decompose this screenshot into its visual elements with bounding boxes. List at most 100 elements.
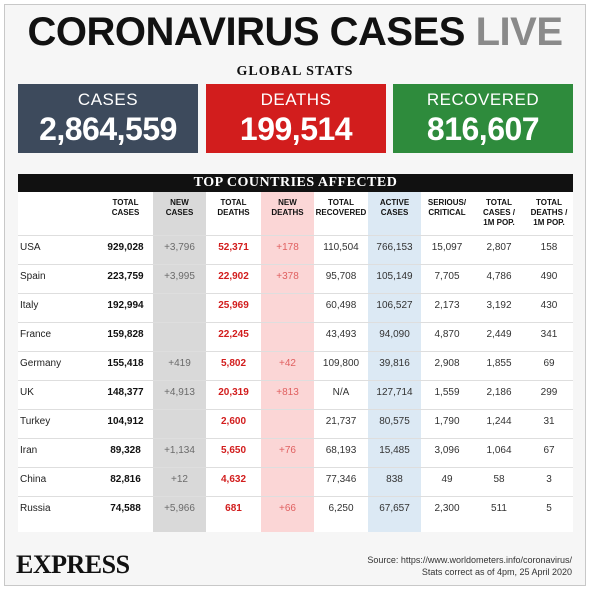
- cell-total-deaths: 25,969: [218, 300, 249, 311]
- active-cases-column-band: [368, 192, 421, 532]
- cell-serious-critical: 2,908: [434, 358, 460, 369]
- deaths-box: DEATHS 199,514: [206, 84, 386, 153]
- cell-total-deaths: 681: [225, 503, 242, 514]
- row-divider: [18, 467, 573, 468]
- header-line: SERIOUS/: [427, 198, 467, 207]
- top-countries-heading: TOP COUNTRIES AFFECTED: [18, 174, 573, 192]
- cell-country: Italy: [20, 300, 39, 311]
- cell-active-cases: 127,714: [376, 387, 413, 398]
- cell-total-cases: 82,816: [110, 474, 141, 485]
- header-line: DEATHS /: [530, 208, 568, 217]
- header-deaths-per-1m: TOTAL DEATHS /1M POP.: [525, 198, 573, 228]
- cell-country: Russia: [20, 503, 51, 514]
- title-live: LIVE: [475, 10, 563, 54]
- header-total-cases: TOTAL CASES: [98, 198, 153, 218]
- row-divider: [18, 293, 573, 294]
- cell-cases-per-1m: 2,186: [486, 387, 512, 398]
- deaths-label: DEATHS: [260, 90, 332, 109]
- cell-active-cases: 838: [386, 474, 403, 485]
- cell-active-cases: 15,485: [379, 445, 410, 456]
- cell-total-recovered: 95,708: [325, 271, 357, 282]
- cell-total-recovered: 77,346: [325, 474, 357, 485]
- cell-country: China: [20, 474, 47, 485]
- cell-serious-critical: 3,096: [434, 445, 460, 456]
- header-line: RECOVERED: [315, 208, 367, 217]
- cell-deaths-per-1m: 69: [543, 358, 555, 369]
- cell-serious-critical: 15,097: [431, 242, 463, 253]
- cell-new-deaths: +378: [276, 271, 299, 282]
- row-divider: [18, 235, 573, 236]
- cell-total-recovered: 68,193: [325, 445, 357, 456]
- cell-new-deaths: +813: [276, 387, 299, 398]
- cell-active-cases: 105,149: [376, 271, 413, 282]
- cell-new-deaths: +178: [276, 242, 299, 253]
- cases-value: 2,864,559: [39, 111, 177, 147]
- cell-cases-per-1m: 2,449: [486, 329, 512, 340]
- cell-total-recovered: N/A: [332, 387, 350, 398]
- row-divider: [18, 438, 573, 439]
- cell-total-cases: 929,028: [107, 242, 144, 253]
- header-new-cases: NEW CASES: [153, 198, 206, 218]
- cell-new-deaths: +42: [279, 358, 296, 369]
- cell-country: Spain: [20, 271, 46, 282]
- row-divider: [18, 322, 573, 323]
- cell-deaths-per-1m: 3: [546, 474, 552, 485]
- cell-total-deaths: 22,245: [218, 329, 249, 340]
- row-divider: [18, 409, 573, 410]
- cell-total-deaths: 4,632: [220, 474, 247, 485]
- cell-new-cases: +3,796: [164, 242, 195, 253]
- cell-country: Turkey: [20, 416, 51, 427]
- cell-deaths-per-1m: 5: [546, 503, 552, 514]
- row-divider: [18, 496, 573, 497]
- new-deaths-column-band: [261, 192, 314, 532]
- cell-cases-per-1m: 4,786: [486, 271, 512, 282]
- cell-deaths-per-1m: 299: [540, 387, 558, 398]
- header-line: CASES /: [482, 208, 515, 217]
- recovered-label: RECOVERED: [426, 90, 540, 109]
- cell-new-cases: +12: [171, 474, 188, 485]
- cell-total-cases: 74,588: [110, 503, 141, 514]
- cell-cases-per-1m: 1,855: [486, 358, 512, 369]
- cell-country: Iran: [20, 445, 38, 456]
- cell-serious-critical: 2,300: [434, 503, 460, 514]
- deaths-value: 199,514: [239, 111, 353, 147]
- cell-active-cases: 67,657: [379, 503, 410, 514]
- cell-country: Germany: [20, 358, 62, 369]
- header-line: 1M POP.: [533, 218, 565, 227]
- header-line: CASES: [111, 208, 140, 217]
- header-line: DEATHS: [271, 208, 304, 217]
- cell-cases-per-1m: 3,192: [486, 300, 512, 311]
- cell-cases-per-1m: 1,064: [486, 445, 512, 456]
- title-main: CORONAVIRUS CASES: [27, 10, 465, 54]
- row-divider: [18, 380, 573, 381]
- cases-label: CASES: [77, 90, 139, 109]
- cell-cases-per-1m: 511: [491, 503, 507, 514]
- cell-total-deaths: 5,802: [220, 358, 247, 369]
- cell-total-recovered: 60,498: [325, 300, 357, 311]
- row-divider: [18, 351, 573, 352]
- cell-cases-per-1m: 1,244: [486, 416, 512, 427]
- cell-new-cases: +3,995: [164, 271, 195, 282]
- cell-total-deaths: 20,319: [218, 387, 249, 398]
- header-line: NEW: [278, 198, 297, 207]
- cell-serious-critical: 4,870: [434, 329, 460, 340]
- cell-country: USA: [20, 242, 41, 253]
- header-line: TOTAL: [112, 198, 139, 207]
- cell-total-recovered: 6,250: [328, 503, 354, 514]
- source-line: Source: https://www.worldometers.info/co…: [367, 555, 572, 565]
- header-serious-critical: SERIOUS/CRITICAL: [421, 198, 473, 218]
- cell-total-cases: 89,328: [110, 445, 141, 456]
- cell-active-cases: 94,090: [379, 329, 410, 340]
- cell-total-deaths: 52,371: [218, 242, 249, 253]
- header-line: CASES: [165, 208, 194, 217]
- cell-total-deaths: 22,902: [218, 271, 249, 282]
- recovered-box: RECOVERED 816,607: [393, 84, 573, 153]
- row-divider: [18, 264, 573, 265]
- stats-date-line: Stats correct as of 4pm, 25 April 2020: [421, 567, 572, 577]
- header-total-deaths: TOTAL DEATHS: [206, 198, 261, 218]
- cell-active-cases: 39,816: [379, 358, 410, 369]
- header-line: TOTAL: [536, 198, 562, 207]
- cell-new-cases: +5,966: [164, 503, 195, 514]
- cell-total-cases: 148,377: [107, 387, 144, 398]
- header-line: DEATHS: [217, 208, 250, 217]
